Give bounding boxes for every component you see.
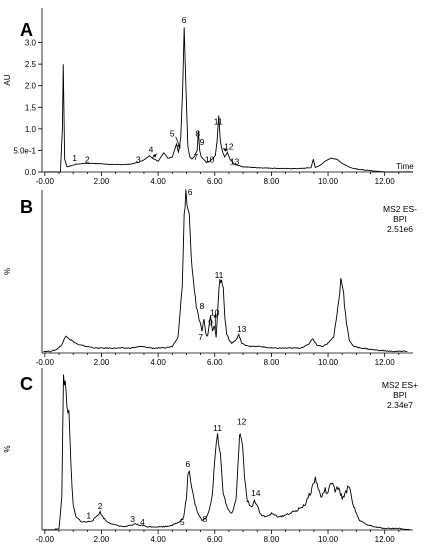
peak-label: 13 xyxy=(230,157,240,167)
x-tick-label: 4.00 xyxy=(150,358,166,367)
x-tick-label: 2.00 xyxy=(94,177,110,186)
peak-label: 10 xyxy=(210,308,220,318)
peak-label: 10 xyxy=(205,155,215,165)
x-tick-label: -0.00 xyxy=(36,358,55,367)
arrow-head xyxy=(213,313,218,318)
info-line: 2.51e6 xyxy=(387,224,413,234)
peak-label: 3 xyxy=(136,155,141,165)
peak-label: 11 xyxy=(214,117,223,127)
panel-letter: B xyxy=(20,197,33,217)
x-tick-label: 2.00 xyxy=(94,535,110,544)
x-tick-label: 8.00 xyxy=(264,535,280,544)
x-tick-label: 4.00 xyxy=(150,177,166,186)
peak-label: 8 xyxy=(195,129,200,139)
panel-letter: C xyxy=(20,374,33,394)
peak-label: 4 xyxy=(140,517,145,527)
y-tick-label: 3.0 xyxy=(25,39,37,48)
y-tick-label: 0.0 xyxy=(25,168,37,177)
peak-label: 2 xyxy=(98,501,103,511)
peak-label: 1 xyxy=(86,511,91,521)
peak-label: 6 xyxy=(188,187,193,197)
info-line: MS2 ES- xyxy=(383,204,417,214)
peak-label: 11 xyxy=(215,270,224,280)
peak-label: 2 xyxy=(85,155,90,165)
x-tick-label: 12.00 xyxy=(375,177,396,186)
info-line: BPI xyxy=(393,390,407,400)
peak-label: 5 xyxy=(180,517,185,527)
peak-label: 9 xyxy=(200,137,205,147)
info-line: MS2 ES+ xyxy=(382,380,418,390)
peak-label: 1 xyxy=(72,153,77,163)
arrow-head xyxy=(152,153,157,158)
y-tick-label: 2.0 xyxy=(25,82,37,91)
chromatogram-trace xyxy=(43,374,411,531)
peak-label: 12 xyxy=(224,142,234,152)
x-tick-label: 10.00 xyxy=(318,535,339,544)
x-tick-label: 8.00 xyxy=(264,358,280,367)
y-axis-label: % xyxy=(3,445,12,452)
y-tick-label: 1.5 xyxy=(25,103,37,112)
x-tick-label: 10.00 xyxy=(318,177,339,186)
peak-label: 11 xyxy=(213,423,222,433)
y-tick-label: 1.0 xyxy=(25,125,37,134)
chromatogram-trace xyxy=(44,27,414,173)
x-axis-label: Time xyxy=(396,162,414,171)
peak-label: 14 xyxy=(251,488,261,498)
y-tick-label: 5.0e-1 xyxy=(13,146,36,155)
panel-a: -0.00 2.00 4.00 6.00 8.00 10.00 12.00 0.0 5.0e-1… xyxy=(3,8,414,186)
chromatogram-trace xyxy=(43,189,408,353)
peak-label: 6 xyxy=(182,15,187,25)
x-tick-label: 6.00 xyxy=(207,358,223,367)
x-tick-label: 12.00 xyxy=(375,535,396,544)
peak-label: 13 xyxy=(237,324,247,334)
peak-label: 7 xyxy=(193,152,198,162)
peak-label: 5 xyxy=(170,129,175,139)
panel-b: -0.00 2.00 4.00 6.00 8.00 10.00 12.00% B MS2 ES-… xyxy=(3,187,417,367)
x-tick-label: 6.00 xyxy=(207,535,223,544)
x-tick-label: -0.00 xyxy=(36,535,55,544)
peak-label: 8 xyxy=(202,514,207,524)
peak-label: 7 xyxy=(198,332,203,342)
y-axis-label: % xyxy=(3,268,12,275)
peak-label: 12 xyxy=(237,417,247,427)
panel-letter: A xyxy=(20,20,33,40)
peak-label: 8 xyxy=(200,301,205,311)
peak-label: 4 xyxy=(149,145,154,155)
x-tick-label: 8.00 xyxy=(264,177,280,186)
panel-c: -0.00 2.00 4.00 6.00 8.00 10.00 12.00% C MS2 ES+… xyxy=(3,368,418,544)
arrow-head xyxy=(223,148,228,152)
info-line: BPI xyxy=(393,214,407,224)
peak-label: 9 xyxy=(208,317,213,327)
x-tick-label: 2.00 xyxy=(94,358,110,367)
peak-label: 6 xyxy=(185,459,190,469)
x-tick-label: 12.00 xyxy=(375,358,396,367)
y-tick-label: 2.5 xyxy=(25,60,37,69)
x-tick-label: 6.00 xyxy=(207,177,223,186)
info-line: 2.34e7 xyxy=(387,400,413,410)
peak-label: 3 xyxy=(130,514,135,524)
y-axis-label: AU xyxy=(3,74,12,85)
x-tick-label: 10.00 xyxy=(318,358,339,367)
x-tick-label: 4.00 xyxy=(150,535,166,544)
x-tick-label: -0.00 xyxy=(36,177,55,186)
arrow-head xyxy=(177,144,181,149)
